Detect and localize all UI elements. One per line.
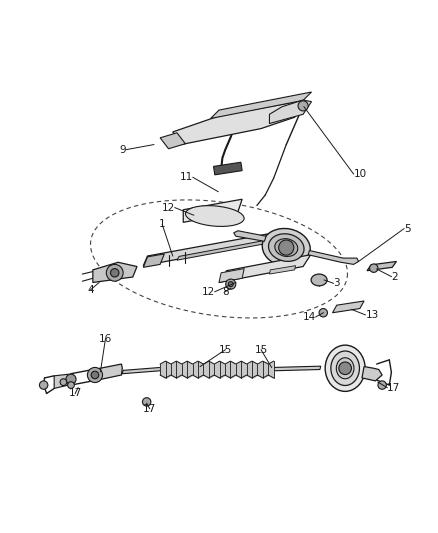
Text: 10: 10 bbox=[353, 169, 367, 179]
Ellipse shape bbox=[331, 351, 360, 385]
Circle shape bbox=[370, 264, 378, 272]
Circle shape bbox=[279, 240, 294, 255]
Text: 4: 4 bbox=[88, 285, 94, 295]
Text: 17: 17 bbox=[387, 383, 400, 393]
Text: 5: 5 bbox=[404, 224, 411, 233]
Polygon shape bbox=[143, 233, 274, 265]
Text: 9: 9 bbox=[120, 144, 127, 155]
Polygon shape bbox=[269, 100, 311, 124]
Text: 14: 14 bbox=[303, 312, 316, 322]
Circle shape bbox=[339, 362, 351, 375]
Polygon shape bbox=[269, 265, 296, 274]
Circle shape bbox=[91, 371, 99, 379]
Polygon shape bbox=[54, 374, 69, 389]
Text: 12: 12 bbox=[201, 287, 215, 297]
Text: 11: 11 bbox=[180, 172, 193, 182]
Ellipse shape bbox=[325, 345, 365, 391]
Circle shape bbox=[110, 269, 119, 277]
Text: 17: 17 bbox=[143, 403, 156, 414]
Ellipse shape bbox=[262, 229, 310, 266]
Polygon shape bbox=[93, 262, 137, 282]
Circle shape bbox=[228, 281, 233, 287]
Text: 13: 13 bbox=[365, 310, 378, 320]
Polygon shape bbox=[91, 364, 122, 381]
Circle shape bbox=[226, 279, 236, 289]
Text: 1: 1 bbox=[159, 220, 166, 229]
Circle shape bbox=[60, 379, 67, 385]
Polygon shape bbox=[214, 162, 242, 175]
Circle shape bbox=[66, 374, 76, 384]
Polygon shape bbox=[173, 100, 303, 144]
Polygon shape bbox=[143, 254, 164, 268]
Circle shape bbox=[142, 398, 151, 406]
Circle shape bbox=[378, 381, 386, 389]
Polygon shape bbox=[219, 255, 311, 282]
Polygon shape bbox=[211, 92, 311, 118]
Polygon shape bbox=[177, 239, 272, 260]
Polygon shape bbox=[362, 367, 382, 381]
Polygon shape bbox=[332, 301, 364, 313]
Circle shape bbox=[106, 264, 123, 281]
Circle shape bbox=[298, 101, 308, 111]
Ellipse shape bbox=[311, 274, 327, 286]
Text: 16: 16 bbox=[99, 334, 112, 344]
Circle shape bbox=[67, 382, 74, 389]
Text: 2: 2 bbox=[392, 272, 398, 281]
Circle shape bbox=[39, 381, 48, 389]
Ellipse shape bbox=[268, 234, 304, 261]
Text: 15: 15 bbox=[219, 345, 232, 355]
Polygon shape bbox=[122, 367, 161, 374]
Text: 17: 17 bbox=[69, 389, 82, 399]
Polygon shape bbox=[219, 269, 244, 282]
Text: 8: 8 bbox=[222, 287, 229, 297]
Polygon shape bbox=[367, 262, 396, 271]
Polygon shape bbox=[160, 133, 185, 149]
Text: 3: 3 bbox=[333, 278, 340, 288]
Polygon shape bbox=[234, 231, 266, 241]
Ellipse shape bbox=[185, 206, 244, 227]
Text: 12: 12 bbox=[162, 203, 175, 213]
Polygon shape bbox=[183, 199, 242, 222]
Text: 15: 15 bbox=[254, 345, 268, 355]
Ellipse shape bbox=[336, 358, 354, 379]
Circle shape bbox=[319, 309, 328, 317]
Polygon shape bbox=[274, 366, 321, 371]
Circle shape bbox=[88, 367, 102, 383]
Polygon shape bbox=[308, 251, 359, 264]
Ellipse shape bbox=[275, 239, 298, 256]
